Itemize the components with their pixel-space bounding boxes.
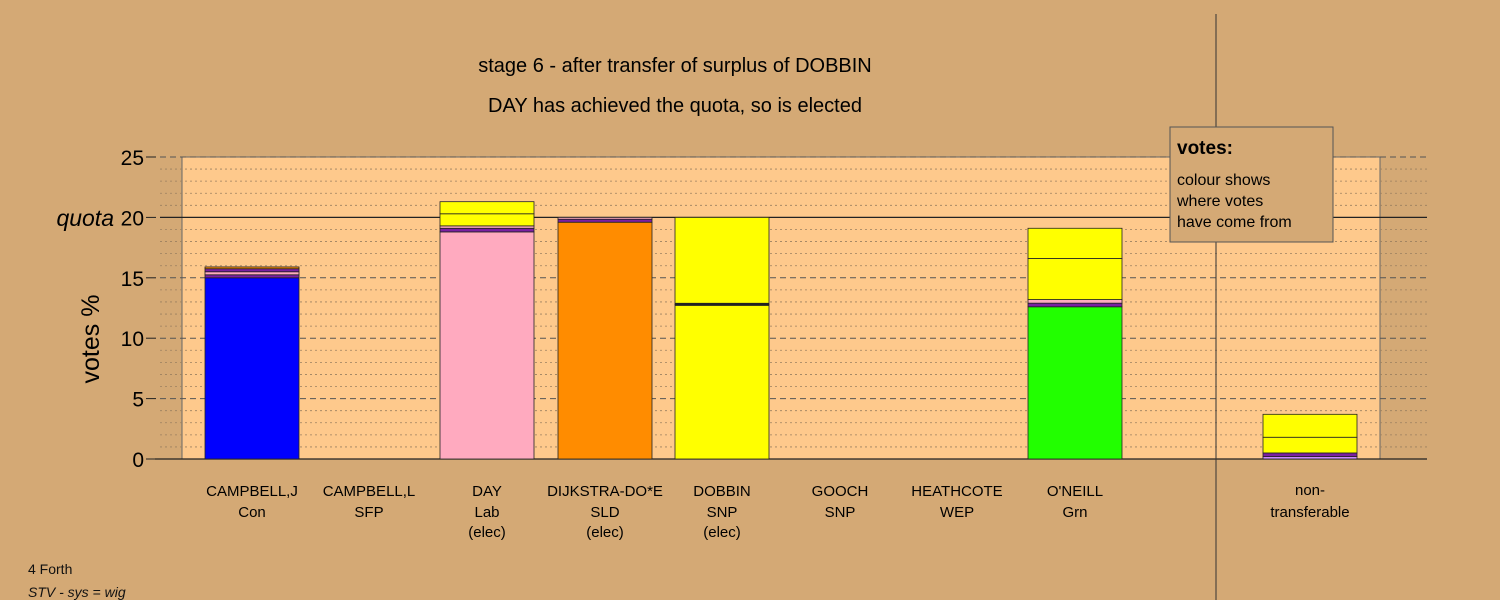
- candidate-party: Con: [238, 504, 266, 521]
- candidate-name: DAY: [472, 483, 502, 500]
- candidate-name: GOOCH: [812, 483, 869, 500]
- footer-system: STV - sys = wig: [28, 584, 126, 600]
- bar-segment: [439, 231, 535, 460]
- bar-segment: [439, 213, 535, 227]
- legend-title: votes:: [1177, 138, 1233, 159]
- quota-label: quota: [56, 205, 114, 231]
- candidate-status: (elec): [703, 524, 741, 541]
- bar-segment: [204, 268, 300, 273]
- candidate-party: Lab: [474, 504, 499, 521]
- bar-segment: [439, 201, 535, 215]
- candidate-party: Grn: [1062, 504, 1087, 521]
- y-axis-title: votes %: [77, 295, 105, 384]
- candidate-party: SNP: [825, 504, 856, 521]
- bar-segment: [1262, 413, 1358, 438]
- y-tick-label: 0: [132, 449, 144, 472]
- bar-segment: [1262, 436, 1358, 454]
- candidate-name: DIJKSTRA-DO*E: [547, 483, 663, 500]
- chart-title: stage 6 - after transfer of surplus of D…: [478, 55, 872, 77]
- x-axis-labels: CAMPBELL,J Con CAMPBELL,L SFP DAY Lab (elec) DI…: [206, 482, 1349, 541]
- candidate-name: CAMPBELL,L: [323, 483, 416, 500]
- candidate-name: HEATHCOTE: [911, 483, 1002, 500]
- legend-line: where votes: [1176, 193, 1263, 210]
- bar-segment: [1027, 299, 1123, 304]
- bar-segment: [1027, 302, 1123, 308]
- y-tick-label: 10: [121, 328, 144, 351]
- candidate-name: CAMPBELL,J: [206, 483, 298, 500]
- bar-segment: [439, 227, 535, 233]
- candidate-party: SLD: [590, 504, 619, 521]
- bar-segment: [557, 221, 653, 460]
- bar-segment: [1027, 258, 1123, 300]
- y-tick-label: 5: [132, 389, 144, 412]
- legend-line: have come from: [1177, 214, 1292, 231]
- candidate-party: SNP: [707, 504, 738, 521]
- candidate-status: (elec): [586, 524, 624, 541]
- bars: [204, 201, 1358, 460]
- bar-segment: [1027, 306, 1123, 460]
- y-tick-label: 20: [121, 207, 144, 230]
- y-tick-label: 15: [121, 268, 144, 291]
- legend-box: [1169, 126, 1334, 243]
- bar-segment: [204, 277, 300, 460]
- bar-segment: [204, 266, 300, 270]
- candidate-name: O'NEILL: [1047, 483, 1103, 500]
- bar-segment: [674, 216, 770, 305]
- candidate-party: WEP: [940, 504, 974, 521]
- bar-segment: [204, 271, 300, 276]
- y-axis: 0 5 10 15 20 25: [121, 147, 156, 472]
- nontransferable-label: transferable: [1270, 504, 1349, 521]
- bar-segment: [674, 303, 770, 460]
- bar-segment: [204, 274, 300, 279]
- bar-segment: [557, 216, 653, 220]
- chart-subtitle: DAY has achieved the quota, so is electe…: [488, 95, 862, 117]
- y-tick-label: 25: [121, 147, 144, 170]
- legend: votes: colour shows where votes have com…: [1169, 126, 1334, 243]
- nontransferable-label: non-: [1295, 482, 1325, 499]
- footer-region: 4 Forth: [28, 561, 73, 577]
- bar-segment: [1027, 227, 1123, 259]
- legend-line: colour shows: [1177, 172, 1270, 189]
- bar-segment: [557, 218, 653, 223]
- candidate-status: (elec): [468, 524, 506, 541]
- bar-segment: [1262, 452, 1358, 457]
- candidate-name: DOBBIN: [693, 483, 751, 500]
- candidate-party: SFP: [354, 504, 383, 521]
